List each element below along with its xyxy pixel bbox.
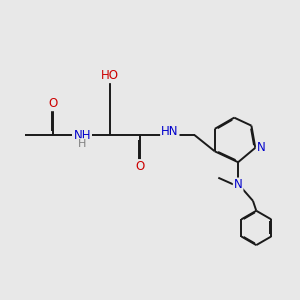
Text: N: N [257,141,266,154]
Text: HN: HN [161,125,178,138]
Text: NH: NH [74,129,91,142]
Text: N: N [234,178,242,191]
Text: HO: HO [101,69,119,82]
Text: H: H [78,139,86,149]
Text: O: O [48,97,57,110]
Text: O: O [136,160,145,173]
